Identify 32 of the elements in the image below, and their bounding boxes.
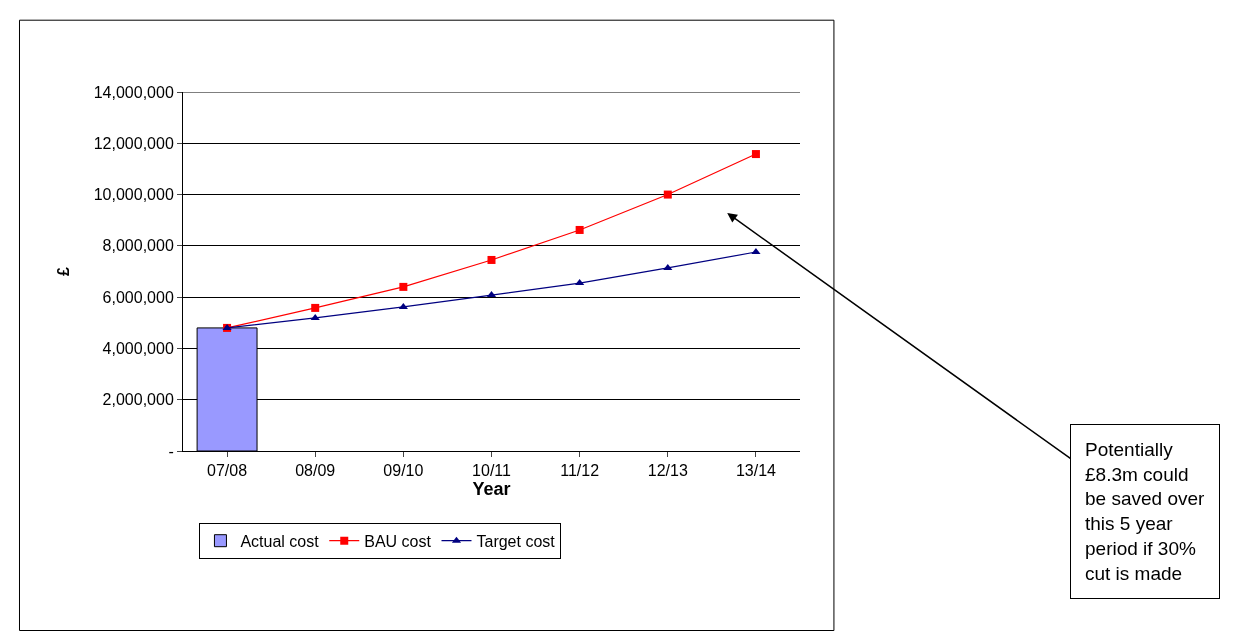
point bbox=[663, 190, 672, 199]
point bbox=[575, 279, 585, 286]
y-tick-label: 6,000,000 bbox=[102, 288, 174, 306]
point bbox=[310, 313, 320, 320]
x-tick-label: 11/12 bbox=[560, 462, 600, 480]
y-tick-label: 12,000,000 bbox=[93, 134, 174, 152]
point bbox=[663, 263, 673, 270]
point bbox=[311, 303, 320, 312]
x-tick-label: 13/14 bbox=[735, 462, 777, 480]
y-tick-label: 4,000,000 bbox=[102, 340, 174, 358]
legend-label: Target cost bbox=[476, 532, 556, 550]
x-tick-label: 07/08 bbox=[207, 462, 248, 480]
legend-label: BAU cost bbox=[364, 532, 432, 550]
x-tick-label: 12/13 bbox=[647, 462, 688, 480]
point bbox=[399, 282, 408, 291]
x-axis-title: Year bbox=[472, 479, 511, 500]
x-tick-label: 08/09 bbox=[295, 462, 336, 480]
point bbox=[398, 302, 408, 309]
y-tick-label: 10,000,000 bbox=[93, 186, 174, 204]
y-tick-label: 8,000,000 bbox=[102, 237, 174, 255]
y-tick-label: - bbox=[168, 442, 174, 460]
legend-label: Actual cost bbox=[240, 532, 320, 550]
y-axis-title: £ bbox=[54, 266, 72, 276]
text: Potentially £8.3m could be saved over this 5 year period if 30% cut is made bbox=[1085, 439, 1206, 584]
point bbox=[751, 248, 761, 255]
x-tick-label: 09/10 bbox=[383, 462, 424, 480]
y-tick-label: 2,000,000 bbox=[102, 391, 174, 409]
y-tick-label: 14,000,000 bbox=[93, 83, 174, 101]
point bbox=[575, 225, 584, 234]
point bbox=[751, 150, 760, 159]
point bbox=[487, 255, 496, 264]
x-tick-label: 10/11 bbox=[472, 462, 512, 480]
